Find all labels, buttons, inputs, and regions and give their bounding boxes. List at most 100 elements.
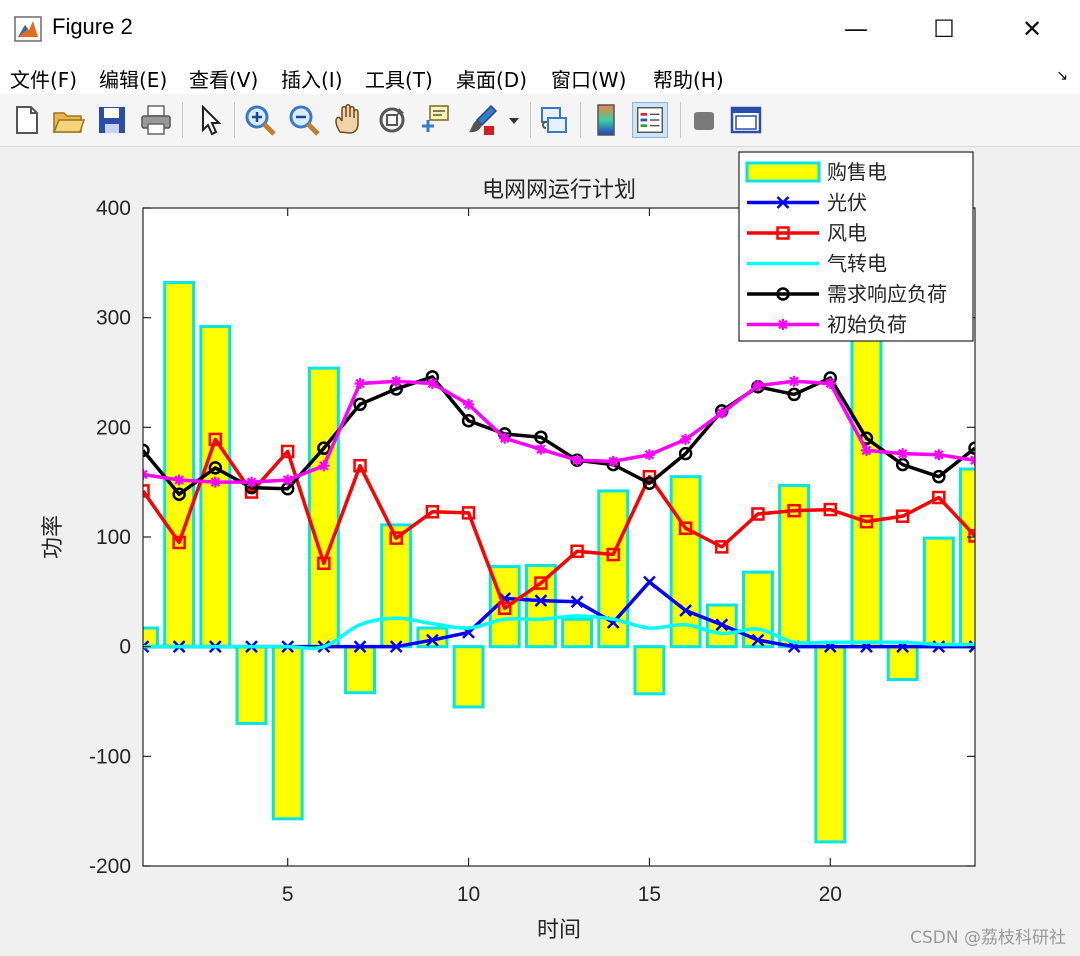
data-point (607, 455, 619, 467)
zoom-out-icon[interactable] (286, 102, 322, 138)
data-point (461, 414, 476, 428)
maximize-button[interactable]: ☐ (900, 0, 988, 58)
watermark: CSDN @荔枝科研社 (910, 928, 1066, 948)
toolbar-separator (530, 102, 531, 138)
legend-marker (776, 196, 790, 209)
data-point (318, 460, 330, 472)
data-point (751, 633, 765, 647)
data-point (353, 458, 367, 473)
menu-insert[interactable]: 插入(I) (281, 68, 343, 92)
bar (850, 327, 883, 649)
x-tick-label: 10 (457, 883, 480, 906)
open-file-icon[interactable] (50, 102, 86, 138)
data-point (643, 575, 656, 589)
link-plot-icon[interactable] (536, 102, 572, 138)
legend-label: 初始负荷 (827, 313, 907, 337)
bar (959, 467, 975, 649)
save-icon[interactable] (94, 102, 130, 138)
data-point (570, 544, 584, 559)
data-point (354, 377, 366, 389)
toolbar-separator (234, 102, 235, 138)
x-axis-label: 时间 (537, 918, 581, 943)
close-button[interactable]: ✕ (988, 0, 1076, 58)
legend-icon[interactable] (632, 102, 668, 138)
data-point (173, 474, 185, 486)
data-point (353, 397, 367, 412)
colorbar-icon[interactable] (588, 102, 624, 138)
data-point (642, 476, 657, 491)
y-tick-label: 300 (96, 307, 131, 330)
pointer-icon[interactable] (192, 102, 228, 138)
bar (235, 645, 268, 725)
figure-canvas: -200 -100 0 100 200 300 400 5 10 15 20 电网网运行计划 时间 功率 购… (4, 147, 1076, 952)
data-point (932, 469, 946, 484)
data-point (499, 432, 511, 444)
data-point (715, 540, 729, 554)
bar (380, 523, 413, 649)
data-point (426, 633, 439, 647)
pan-hand-icon[interactable] (330, 102, 366, 138)
series-line (143, 379, 975, 484)
bar (633, 645, 666, 696)
bar (561, 617, 594, 649)
bar (163, 281, 196, 649)
data-point (752, 380, 764, 392)
data-point (172, 535, 186, 550)
zoom-in-icon[interactable] (242, 102, 278, 138)
rotate-3d-icon[interactable] (374, 102, 410, 138)
minimize-button[interactable]: — (812, 0, 900, 58)
data-point (172, 487, 186, 501)
data-point (678, 521, 693, 535)
data-cursor-icon[interactable] (418, 102, 454, 138)
menu-desktop[interactable]: 桌面(D) (456, 68, 528, 92)
data-point (643, 449, 655, 461)
legend-label: 光伏 (827, 191, 867, 215)
bar (814, 645, 847, 844)
data-point (209, 476, 221, 488)
data-point (534, 576, 548, 590)
hide-tools-icon[interactable] (686, 102, 722, 138)
data-point (208, 461, 223, 475)
data-point (534, 430, 548, 444)
bar (452, 645, 485, 709)
toolbar-separator (580, 102, 581, 138)
print-icon[interactable] (138, 102, 174, 138)
legend-swatch (745, 161, 821, 183)
brush-dropdown-icon[interactable] (502, 102, 526, 138)
data-point (143, 443, 150, 458)
brush-icon[interactable] (464, 102, 500, 138)
data-point (143, 640, 150, 654)
data-point (497, 601, 512, 616)
data-point (968, 441, 975, 455)
menu-view[interactable]: 查看(V) (189, 68, 259, 92)
legend-label: 购售电 (827, 160, 887, 184)
toolbar-separator (680, 102, 681, 138)
menu-overflow-icon[interactable]: ↘ (1056, 68, 1068, 84)
data-point (787, 387, 801, 402)
menu-help[interactable]: 帮助(H) (653, 68, 724, 92)
bar (271, 645, 304, 821)
data-point (463, 398, 475, 410)
data-point (895, 509, 910, 523)
menu-tools[interactable]: 工具(T) (365, 68, 433, 92)
data-point (571, 454, 583, 466)
y-tick-label: 200 (96, 416, 131, 439)
menu-file[interactable]: 文件(F) (10, 68, 78, 92)
menu-window[interactable]: 窗口(W) (551, 68, 627, 92)
dock-icon[interactable] (728, 102, 764, 138)
y-tick-label: -100 (89, 745, 131, 768)
legend-marker (777, 319, 789, 330)
legend-label: 需求响应负荷 (827, 282, 947, 306)
data-point (968, 529, 975, 543)
bar (199, 324, 232, 649)
data-point (824, 377, 836, 389)
new-figure-icon[interactable] (8, 102, 44, 138)
y-axis-label: 功率 (41, 515, 66, 559)
data-point (246, 476, 258, 488)
data-point (426, 377, 438, 389)
figure-toolbar (0, 94, 1080, 147)
data-point (353, 640, 367, 654)
data-point (788, 375, 800, 387)
menu-edit[interactable]: 编辑(E) (99, 68, 168, 92)
